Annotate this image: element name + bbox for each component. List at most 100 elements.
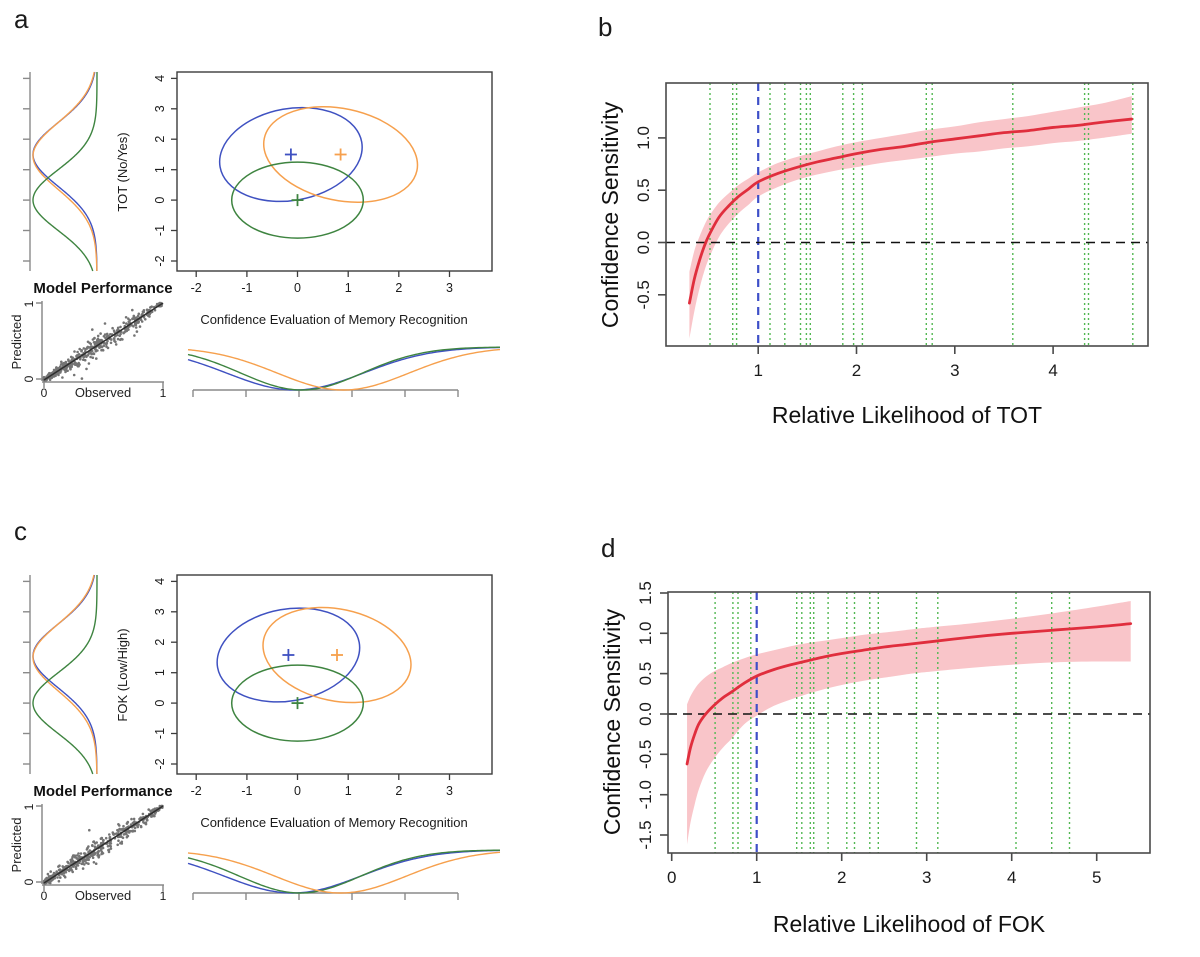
plot-box [667, 591, 1151, 854]
confidence-band [689, 96, 1132, 339]
y-tick-label: 0.0 [636, 702, 655, 726]
mp-point [113, 337, 116, 341]
y-tick-label: 2 [153, 136, 167, 143]
mp-point [122, 824, 125, 828]
mp-point [91, 844, 94, 848]
mp-x-tick-label: 1 [160, 889, 167, 903]
mp-point [144, 318, 147, 321]
x-tick-label: 2 [395, 784, 402, 798]
mp-point [80, 377, 84, 380]
mp-point [70, 869, 74, 872]
mp-point [70, 365, 73, 369]
mp-point [69, 858, 72, 862]
mp-point [122, 321, 125, 325]
mp-y-tick-label: 0 [22, 878, 36, 885]
x-tick-label: 2 [837, 868, 846, 887]
mp-point [124, 316, 128, 319]
x-tick-label: 2 [852, 361, 861, 380]
mp-point [90, 352, 93, 356]
y-tick-label: 0 [153, 197, 167, 204]
mp-point [103, 333, 107, 336]
y-tick-label: 4 [153, 578, 167, 585]
mp-point [93, 845, 97, 848]
left-density-curve-2 [32, 575, 98, 775]
panel-a-x-axis-title: Confidence Evaluation of Memory Recognit… [200, 312, 467, 327]
mp-point [125, 830, 129, 833]
mp-point [92, 341, 96, 344]
x-tick-label: -1 [241, 281, 252, 295]
mp-point [93, 842, 97, 845]
mp-point [117, 830, 120, 833]
mp-point [61, 376, 64, 379]
panel-a-mp-title: Model Performance [33, 280, 172, 297]
y-tick-label: 3 [153, 608, 167, 615]
mp-point [141, 812, 145, 816]
panel-d-labels: Relative Likelihood of FOK Confidence Se… [599, 608, 1046, 937]
mp-point [72, 373, 76, 377]
mp-point [99, 332, 102, 335]
mp-point [135, 316, 138, 319]
mp-point [87, 850, 90, 854]
mp-point [93, 337, 96, 340]
mp-point [77, 361, 80, 365]
rug-lines [714, 592, 1071, 853]
mp-point [134, 326, 138, 329]
mp-point [62, 362, 66, 366]
mp-point [91, 328, 94, 331]
mp-point [100, 852, 103, 856]
mp-point [63, 875, 67, 879]
mp-point [108, 844, 112, 848]
panel-b: 1 2 3 4 -0.5 0.0 0.5 1.0 [634, 82, 1149, 380]
plot-area [666, 83, 1148, 346]
mp-point [87, 362, 91, 365]
mp-point [75, 854, 79, 857]
mp-point [81, 867, 85, 870]
mp-point [47, 373, 50, 376]
x-tick-label: 3 [446, 281, 453, 295]
mp-point [88, 828, 91, 832]
mp-point [74, 867, 78, 870]
mp-point [85, 861, 88, 865]
mp-point [91, 356, 95, 360]
panel-b-letter: b [598, 12, 612, 42]
mp-point [109, 341, 113, 345]
mp-point [73, 854, 77, 857]
x-tick-label: 1 [753, 361, 762, 380]
mp-point [76, 864, 80, 867]
mp-point [75, 364, 79, 367]
mp-point [90, 349, 94, 353]
mp-point [118, 827, 121, 831]
x-tick-label: 3 [950, 361, 959, 380]
mp-point [130, 817, 133, 821]
mp-point [96, 338, 99, 342]
plot-area [668, 592, 1150, 853]
mp-point [77, 852, 80, 855]
x-tick-label: -2 [191, 281, 202, 295]
mp-point [146, 819, 149, 822]
mp-point [96, 852, 100, 856]
mp-point [127, 317, 130, 321]
mp-identity-line [43, 302, 164, 381]
mp-point [69, 860, 73, 864]
mp-point [46, 872, 50, 876]
y-tick-label: 3 [153, 105, 167, 112]
mp-identity-line [43, 805, 164, 884]
mp-point [57, 879, 61, 883]
panel-b-y-axis-title: Confidence Sensitivity [597, 101, 623, 328]
mp-point [114, 334, 117, 338]
mp-point [121, 338, 124, 341]
panel-d: 0 1 2 3 4 5 -1.5 -1.0 -0.5 0.0 0.5 1.0 1.5 [636, 581, 1151, 887]
mp-point [119, 332, 122, 336]
mp-point [116, 843, 119, 847]
y-tick-label: 1 [153, 669, 167, 676]
mp-point [132, 325, 135, 328]
mp-point [58, 864, 61, 867]
mp-point [101, 349, 105, 352]
mp-point [126, 834, 130, 838]
mp-point [73, 350, 76, 353]
x-tick-label: 1 [345, 281, 352, 295]
mp-point [106, 339, 109, 343]
x-tick-label: -1 [241, 784, 252, 798]
